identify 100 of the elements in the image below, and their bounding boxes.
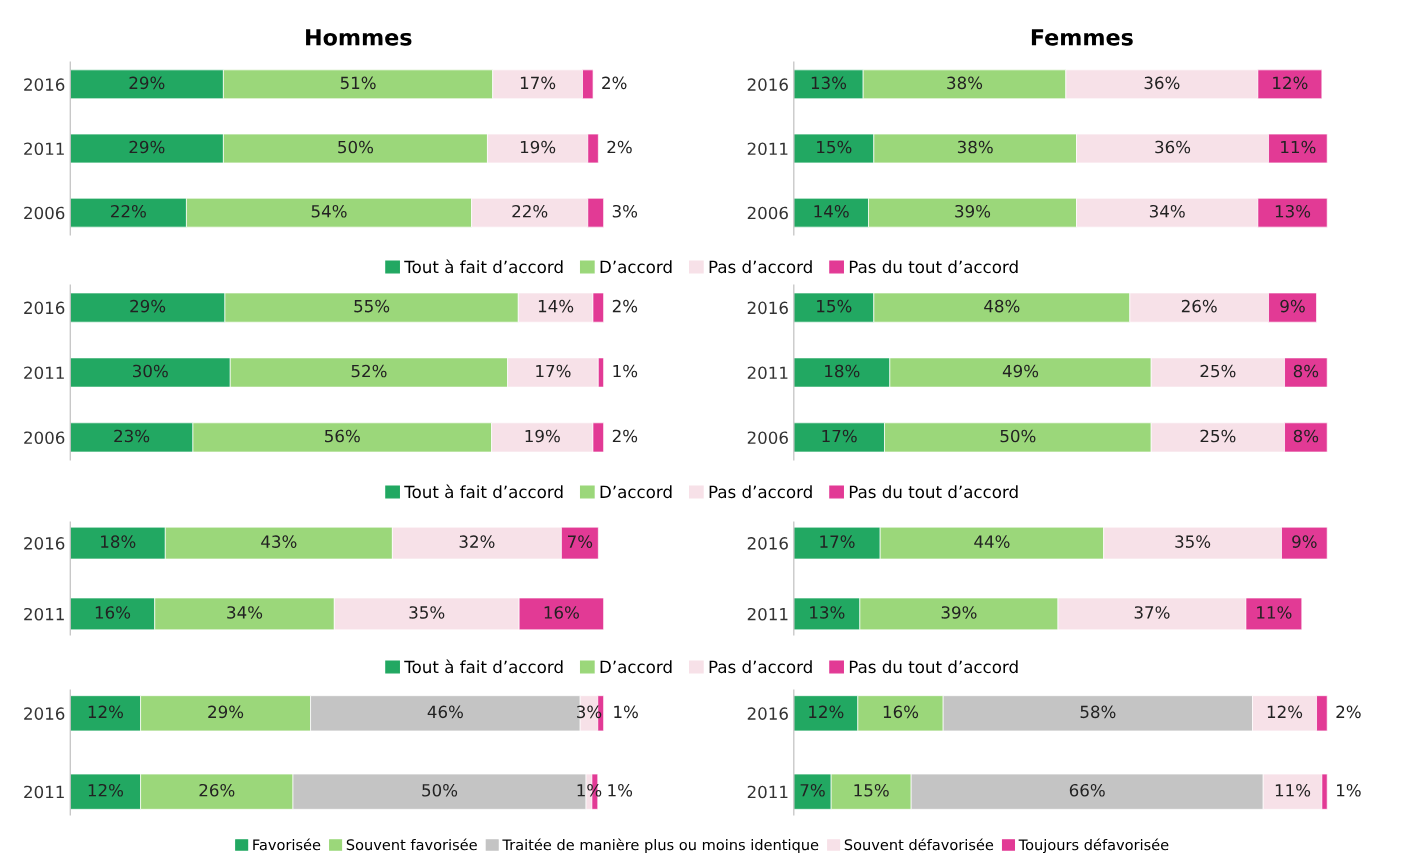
data-label: 35% — [409, 606, 445, 619]
data-label: 39% — [955, 204, 991, 218]
data-label: 2% — [607, 140, 632, 154]
data-label: 25% — [1200, 364, 1236, 378]
y-tick-label: 2011 — [24, 142, 64, 156]
data-label: 16% — [95, 606, 131, 619]
data-label: 12% — [1267, 705, 1303, 719]
legend-label: Souvent favorisée — [346, 838, 477, 851]
data-label: 50% — [1000, 429, 1036, 443]
data-label: 55% — [354, 299, 390, 313]
data-label: 35% — [1175, 535, 1211, 548]
y-tick-label: 2006 — [747, 431, 788, 444]
data-label: 36% — [1144, 76, 1180, 90]
y-tick-label: 2016 — [747, 301, 788, 315]
data-label: 22% — [512, 204, 548, 218]
data-label: 12% — [1273, 76, 1308, 90]
data-label: 58% — [1080, 705, 1116, 719]
data-label: 16% — [544, 606, 579, 619]
legend-label: D’accord — [600, 660, 672, 674]
chart-title: Femmes — [1031, 29, 1133, 46]
data-label: 29% — [208, 705, 244, 719]
data-label: 19% — [520, 140, 556, 154]
data-label: 54% — [311, 204, 347, 218]
data-label: 2% — [1336, 705, 1361, 719]
data-label: 43% — [261, 535, 297, 548]
data-label: 18% — [101, 535, 136, 548]
data-label: 29% — [130, 299, 166, 313]
y-tick-label: 2011 — [747, 785, 788, 799]
y-tick-label: 2016 — [24, 301, 65, 315]
data-label: 9% — [1292, 535, 1317, 548]
data-label: 12% — [88, 705, 124, 719]
y-tick-label: 2016 — [24, 707, 65, 720]
y-tick-label: 2011 — [747, 607, 788, 621]
data-label: 17% — [536, 364, 571, 378]
legend-label: Pas d’accord — [709, 660, 812, 674]
data-label: 18% — [825, 364, 860, 378]
data-label: 11% — [1275, 783, 1311, 797]
data-label: 7% — [568, 535, 593, 548]
y-tick-label: 2016 — [747, 707, 788, 720]
data-label: 23% — [114, 429, 150, 443]
data-label: 22% — [111, 204, 146, 218]
data-label: 11% — [1281, 140, 1316, 154]
data-label: 66% — [1069, 783, 1105, 797]
data-label: 39% — [941, 606, 977, 619]
data-label: 17% — [820, 535, 855, 548]
data-label: 46% — [427, 705, 463, 719]
data-label: 50% — [422, 783, 458, 797]
data-label: 29% — [129, 76, 165, 90]
data-label: 11% — [1257, 606, 1292, 619]
data-label: 12% — [88, 783, 124, 797]
data-label: 2% — [612, 299, 638, 313]
data-label: 16% — [883, 705, 919, 719]
data-label: 15% — [854, 783, 889, 797]
y-tick-label: 2011 — [24, 366, 64, 380]
legend-label: Tout à fait d’accord — [404, 659, 563, 674]
data-label: 15% — [817, 299, 852, 313]
legend-label: D’accord — [600, 260, 672, 274]
data-label: 30% — [133, 364, 168, 378]
data-label: 1% — [613, 364, 638, 378]
legend-label: Favorisée — [253, 838, 321, 851]
data-label: 32% — [459, 535, 495, 548]
data-label: 29% — [129, 140, 165, 154]
data-label: 12% — [809, 705, 844, 719]
y-tick-label: 2006 — [24, 206, 65, 220]
data-label: 8% — [1293, 364, 1319, 378]
data-label: 37% — [1134, 606, 1170, 619]
y-tick-label: 2006 — [24, 431, 65, 444]
data-label: 13% — [810, 606, 845, 619]
data-label: 50% — [338, 140, 374, 154]
chart-title: Hommes — [306, 29, 412, 46]
data-label: 36% — [1155, 140, 1191, 154]
data-label: 15% — [817, 140, 852, 154]
legend-label: Pas du tout d’accord — [849, 260, 1018, 274]
legend-label: Pas du tout d’accord — [849, 485, 1018, 499]
data-label: 17% — [822, 429, 857, 443]
data-label: 13% — [811, 76, 847, 90]
data-label: 8% — [1293, 429, 1319, 443]
data-label: 1% — [608, 783, 633, 797]
data-label: 1% — [614, 705, 638, 719]
data-label: 2% — [612, 429, 638, 443]
y-tick-label: 2016 — [24, 78, 65, 91]
legend-label: Pas du tout d’accord — [849, 660, 1018, 674]
data-label: 14% — [538, 299, 574, 313]
legend-label: Traitée de manière plus ou moins identique — [502, 838, 819, 854]
y-tick-label: 2011 — [24, 785, 64, 799]
y-tick-label: 2016 — [747, 537, 788, 550]
legend-label: D’accord — [600, 485, 672, 499]
legend-label: Toujours défavorisée — [1018, 838, 1169, 854]
y-tick-label: 2011 — [24, 607, 64, 621]
y-tick-label: 2006 — [747, 206, 788, 220]
legend-label: Tout à fait d’accord — [404, 484, 563, 499]
legend-label: Pas d’accord — [709, 260, 812, 274]
data-label: 17% — [520, 76, 556, 90]
data-label: 19% — [525, 429, 560, 443]
data-label: 26% — [199, 783, 235, 797]
data-label: 44% — [974, 535, 1010, 548]
data-label: 38% — [957, 140, 993, 154]
legend-label: Tout à fait d’accord — [404, 259, 563, 274]
data-label: 2% — [602, 76, 627, 90]
data-label: 52% — [351, 364, 387, 378]
